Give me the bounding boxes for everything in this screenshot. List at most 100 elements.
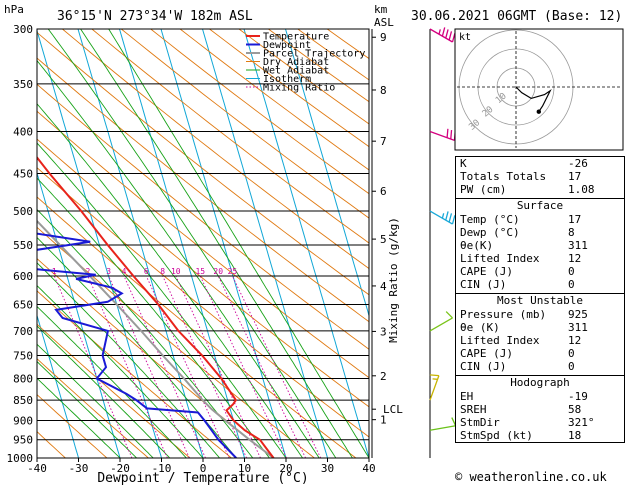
most-unstable-label: CAPE (J) xyxy=(460,347,513,360)
copyright: © weatheronline.co.uk xyxy=(455,470,607,484)
most-unstable-row: CIN (J) 0 xyxy=(456,360,624,373)
mixing-ratio-label: 4 xyxy=(122,267,127,276)
legend-entry: Isotherm xyxy=(263,74,311,85)
pressure-tick-label: 850 xyxy=(13,394,33,407)
pressure-tick-label: 350 xyxy=(13,78,33,91)
km-tick-label: 8 xyxy=(380,84,387,97)
surface-section: Surface Temp (°C) 17 Dewp (°C) 8 θe(K) 311 Lif… xyxy=(456,198,624,291)
wind-barb-flag xyxy=(441,27,446,37)
x-tick-label: 40 xyxy=(362,462,375,475)
hodograph-frame xyxy=(454,28,624,151)
hodograph-stat-value: 321° xyxy=(568,416,595,429)
surface-label: Temp (°C) xyxy=(460,213,520,226)
asl-label: ASL xyxy=(374,16,394,29)
surface-value: 8 xyxy=(568,226,575,239)
location-title: 36°15'N 273°34'W 182m ASL xyxy=(57,9,253,24)
storm-motion-marker xyxy=(536,109,541,114)
index-row: Totals Totals 17 xyxy=(456,170,624,183)
dry-adiabat-line xyxy=(150,29,369,195)
pressure-tick-label: 700 xyxy=(13,325,33,338)
x-tick-label: 20 xyxy=(279,462,292,475)
pressure-tick-label: 550 xyxy=(13,239,33,252)
mixing-ratio-label: 8 xyxy=(160,267,165,276)
mixing-ratio-axis-label: Mixing Ratio (g/kg) xyxy=(387,217,400,343)
km-tick-label: 5 xyxy=(380,233,387,246)
mixing-ratio-label: 6 xyxy=(144,267,149,276)
surface-label: CAPE (J) xyxy=(460,265,513,278)
wind-barb-flag xyxy=(445,29,449,39)
sounding-profiles xyxy=(37,155,275,458)
x-axis-label: Dewpoint / Temperature (°C) xyxy=(97,471,308,486)
surface-title: Surface xyxy=(516,199,564,212)
x-tick-label: -30 xyxy=(69,462,89,475)
lcl-label: LCL xyxy=(383,403,403,416)
wind-barb-flag xyxy=(451,33,456,43)
wet-adiabat-line xyxy=(37,377,121,458)
hodograph-stat-value: 18 xyxy=(568,429,582,442)
mixing-ratio-label: 3 xyxy=(106,267,111,276)
surface-row: CIN (J) 0 xyxy=(456,278,624,291)
datetime-title: 30.06.2021 06GMT (Base: 12) xyxy=(411,9,622,24)
mixing-ratio-label: 10 xyxy=(171,267,181,276)
surface-row: θe(K) 311 xyxy=(456,239,624,252)
hodograph-trace xyxy=(515,86,552,113)
legend-entry: Parcel Trajectory xyxy=(263,49,365,60)
km-tick-label: 9 xyxy=(380,31,387,44)
wind-barb-flag xyxy=(446,128,449,138)
hodograph-stat-row: EH -19 xyxy=(456,390,624,403)
hodograph-stat-label: StmSpd (kt) xyxy=(460,429,533,442)
most-unstable-title: Most Unstable xyxy=(496,294,584,307)
x-tick-label: -20 xyxy=(110,462,130,475)
most-unstable-row: θe (K) 311 xyxy=(456,321,624,334)
wind-barb xyxy=(429,317,453,332)
wind-barb-flag xyxy=(450,130,453,140)
dry-adiabat-line xyxy=(37,31,369,296)
pressure-tick-label: 950 xyxy=(13,434,33,447)
km-axis: 1 2 3 4 5 6 7 8 9 LCL xyxy=(372,31,403,427)
index-label: K xyxy=(460,157,467,170)
dry-adiabat-line xyxy=(209,29,369,148)
hodograph-stat-value: 58 xyxy=(568,403,582,416)
dry-adiabat-line xyxy=(37,323,191,458)
pressure-tick-label: 600 xyxy=(13,270,33,283)
wind-barb-flag xyxy=(438,29,441,35)
surface-label: Dewp (°C) xyxy=(460,226,520,239)
most-unstable-row: Lifted Index 12 xyxy=(456,334,624,347)
dry-adiabat-line xyxy=(37,358,149,458)
surface-label: θe(K) xyxy=(460,239,494,252)
surface-row: Temp (°C) 17 xyxy=(456,213,624,226)
hpa-label: hPa xyxy=(4,3,24,16)
wet-adiabat-line xyxy=(37,325,171,458)
wind-barb-flag xyxy=(451,417,457,426)
index-row: PW (cm) 1.08 xyxy=(456,183,624,196)
mixing-ratio-line xyxy=(108,275,190,458)
x-tick-label: 10 xyxy=(238,462,251,475)
surface-value: 0 xyxy=(568,278,575,291)
wind-barb-flag xyxy=(448,213,453,223)
surface-row: Lifted Index 12 xyxy=(456,252,624,265)
legend-entry: Dry Adiabat xyxy=(263,57,329,68)
mixing-ratio-label: 25 xyxy=(228,267,238,276)
pressure-tick-label: 1000 xyxy=(7,452,34,465)
most-unstable-label: CIN (J) xyxy=(460,360,507,373)
most-unstable-row: CAPE (J) 0 xyxy=(456,347,624,360)
wet-adiabat-line xyxy=(37,236,237,458)
km-tick-label: 7 xyxy=(380,135,387,148)
km-label: km xyxy=(374,3,388,16)
dry-adiabat-line xyxy=(37,393,108,458)
indices-table: K -26 Totals Totals 17 PW (cm) 1.08 Surface T… xyxy=(455,156,625,443)
mixing-ratio-line xyxy=(87,275,168,458)
x-tick-label: 30 xyxy=(321,462,334,475)
x-tick-label: 0 xyxy=(200,462,207,475)
temperature-line xyxy=(37,155,275,458)
hodograph-stat-label: StmDir xyxy=(460,416,500,429)
wet-adiabat-line xyxy=(37,360,137,458)
hodograph-stat-label: EH xyxy=(460,390,474,403)
index-value: 1.08 xyxy=(568,183,595,196)
pressure-tick-label: 650 xyxy=(13,299,33,312)
most-unstable-label: Pressure (mb) xyxy=(460,308,547,321)
pressure-axis: 300 350 400 450 500 550 600 650 700 750 800 850 900 9… xyxy=(7,23,34,465)
wet-adiabat-line xyxy=(37,177,270,458)
surface-value: 311 xyxy=(568,239,588,252)
